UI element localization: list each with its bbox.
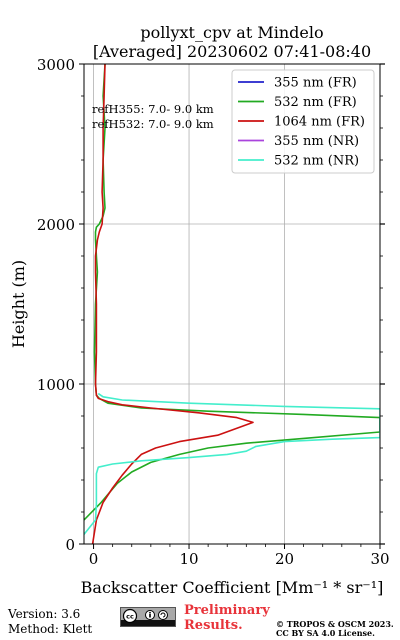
y-tick-label: 3000 [37, 56, 75, 74]
series-line-532-nm-nr- [84, 392, 380, 535]
x-tick-label: 0 [89, 550, 99, 568]
preliminary-line-1: Preliminary [184, 603, 270, 618]
title-line-1: pollyxt_cpv at Mindelo [140, 23, 323, 42]
title-line-2: [Averaged] 20230602 07:41-08:40 [93, 42, 371, 61]
legend-label: 355 nm (FR) [274, 76, 357, 91]
annotation-1: refH355: 7.0- 9.0 km [92, 102, 214, 116]
y-tick-label: 1000 [37, 376, 75, 394]
annotation-2: refH532: 7.0- 9.0 km [92, 117, 214, 131]
legend-label: 532 nm (FR) [274, 95, 357, 110]
y-tick-label: 2000 [37, 216, 75, 234]
plot-frame [83, 63, 381, 545]
x-tick-label: 10 [179, 550, 198, 568]
x-axis-label: Backscatter Coefficient [Mm⁻¹ * sr⁻¹] [81, 578, 384, 597]
x-tick-label: 20 [275, 550, 294, 568]
preliminary-line-2: Results. [184, 618, 243, 633]
cc-by-sa-icon: cc [120, 607, 176, 627]
copyright-notice: © TROPOS & OSCM 2023. CC BY SA 4.0 Licen… [276, 620, 394, 638]
svg-text:cc: cc [126, 613, 134, 621]
x-tick-label: 30 [370, 550, 389, 568]
copyright-line-2: CC BY SA 4.0 License. [276, 628, 375, 638]
version-text: Version: 3.6 [8, 607, 81, 621]
legend-box [231, 69, 375, 174]
legend-label: 532 nm (NR) [274, 154, 359, 169]
legend-label: 1064 nm (FR) [274, 115, 365, 130]
preliminary-results-label: Preliminary Results. [184, 603, 270, 633]
y-axis-label: Height (m) [9, 260, 28, 348]
legend: 355 nm (FR) 532 nm (FR) 1064 nm (FR) 355 nm… [231, 69, 375, 174]
legend-label: 355 nm (NR) [274, 134, 359, 149]
y-tick-label: 0 [65, 536, 75, 554]
series-group [84, 64, 380, 544]
chart-title: pollyxt_cpv at Mindelo[Averaged] 2023060… [93, 23, 371, 61]
method-text: Method: Klett [8, 622, 93, 636]
axis-ticks: 0 10 20 30 0 1000 2000 3000 [37, 56, 390, 568]
copyright-line-1: © TROPOS & OSCM 2023. [276, 619, 394, 629]
series-line-1064-nm-fr- [91, 64, 254, 544]
